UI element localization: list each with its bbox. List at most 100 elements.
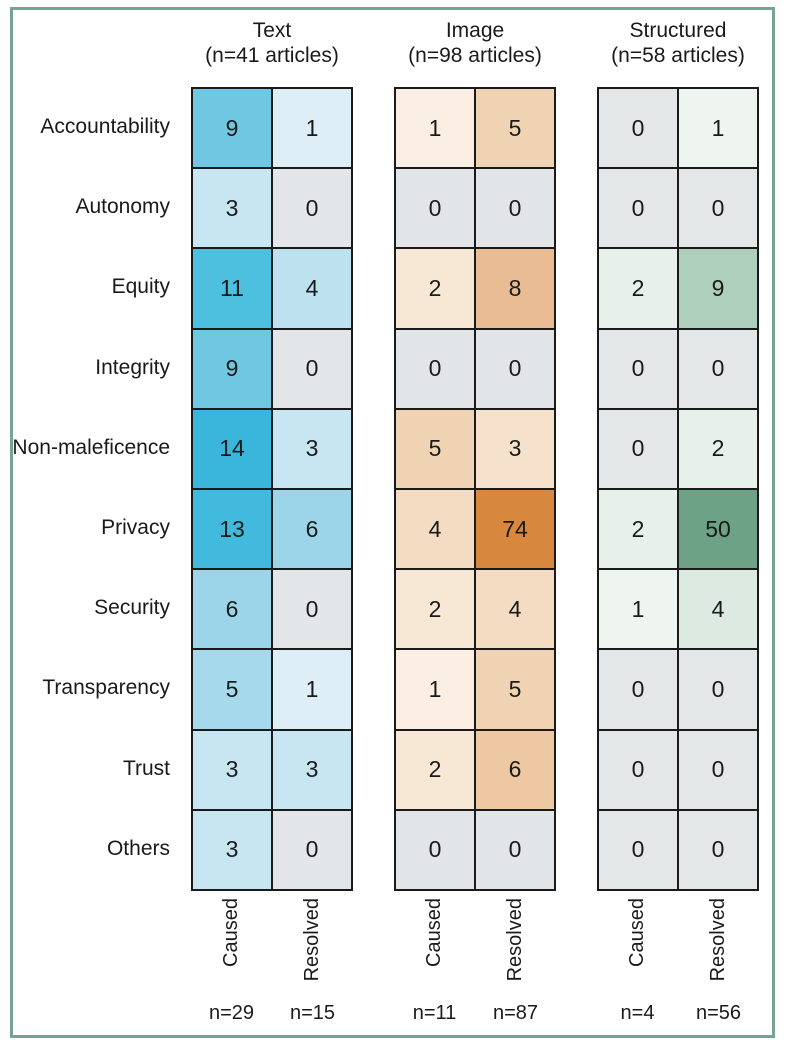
heatmap-cell: 1 xyxy=(395,649,475,730)
row-label: Autonomy xyxy=(75,195,170,219)
heatmap-cell: 5 xyxy=(192,649,272,730)
heatmap-cell: 4 xyxy=(272,248,352,329)
panel-title: Text xyxy=(252,19,292,42)
panel-subtitle: (n=58 articles) xyxy=(611,44,745,67)
column-label: Caused xyxy=(394,898,475,990)
heatmap-cell: 74 xyxy=(475,488,555,570)
row-label: Non-maleficence xyxy=(12,435,170,459)
panel-subtitle: (n=98 articles) xyxy=(408,44,542,67)
heatmap-panel-structured: 0 1 0 0 2 9 0 0 0 2 2 50 1 4 0 0 0 0 0 0 xyxy=(597,87,759,891)
heatmap-cell: 0 xyxy=(678,809,758,890)
heatmap-cell: 6 xyxy=(475,729,555,810)
heatmap-cell: 0 xyxy=(598,408,678,489)
column-total: n=15 xyxy=(289,1002,336,1024)
heatmap-cell: 1 xyxy=(598,569,678,650)
heatmap-cell: 0 xyxy=(598,328,678,409)
heatmap-cell: 0 xyxy=(272,168,352,249)
column-total: n=11 xyxy=(412,1002,457,1024)
row-labels-column: Accountability Autonomy Equity Integrity Non… xyxy=(0,87,181,889)
heatmap-cell: 0 xyxy=(678,168,758,249)
heatmap-cell: 2 xyxy=(395,729,475,810)
heatmap-cell: 0 xyxy=(395,328,475,409)
heatmap-cell: 1 xyxy=(678,88,758,169)
column-total: n=56 xyxy=(695,1002,742,1024)
panel-title: Image xyxy=(445,19,505,42)
row-label: Others xyxy=(106,836,170,860)
row-label: Integrity xyxy=(95,355,170,379)
heatmap-cell: 3 xyxy=(192,809,272,890)
heatmap-cell: 0 xyxy=(598,729,678,810)
heatmap-cell: 2 xyxy=(395,569,475,650)
column-label-text: Caused xyxy=(423,898,445,967)
heatmap-cell: 0 xyxy=(475,328,555,409)
heatmap-cell: 0 xyxy=(598,88,678,169)
column-label: Resolved xyxy=(678,898,759,990)
row-label: Privacy xyxy=(101,516,170,540)
panel-header: Text (n=41 articles) xyxy=(191,18,353,68)
heatmap-cell: 2 xyxy=(678,408,758,489)
heatmap-cell: 1 xyxy=(272,649,352,730)
row-label: Transparency xyxy=(42,676,170,700)
heatmap-cell: 14 xyxy=(192,408,272,489)
heatmap-panel-image: 1 5 0 0 2 8 0 0 5 3 4 74 2 4 1 5 2 6 0 0 xyxy=(394,87,556,891)
column-total: n=87 xyxy=(492,1002,539,1024)
column-label: Caused xyxy=(597,898,678,990)
heatmap-cell: 6 xyxy=(272,488,352,570)
heatmap-cell: 9 xyxy=(192,328,272,409)
heatmap-cell: 0 xyxy=(598,168,678,249)
heatmap-cell: 0 xyxy=(598,809,678,890)
column-label: Resolved xyxy=(475,898,556,990)
heatmap-cell: 0 xyxy=(395,168,475,249)
panel-title: Structured xyxy=(629,19,727,42)
heatmap-cell: 0 xyxy=(475,168,555,249)
heatmap-cell: 0 xyxy=(678,328,758,409)
heatmap-cell: 3 xyxy=(272,408,352,489)
heatmap-cell: 2 xyxy=(598,488,678,570)
heatmap-cell: 0 xyxy=(395,809,475,890)
heatmap-cell: 0 xyxy=(678,649,758,730)
heatmap-cell: 11 xyxy=(192,248,272,329)
heatmap-cell: 1 xyxy=(272,88,352,169)
heatmap-cell: 4 xyxy=(475,569,555,650)
heatmap-cell: 9 xyxy=(678,248,758,329)
heatmap-cell: 0 xyxy=(272,328,352,409)
panel-header: Image (n=98 articles) xyxy=(394,18,556,68)
heatmap-cell: 0 xyxy=(598,649,678,730)
heatmap-cell: 8 xyxy=(475,248,555,329)
heatmap-cell: 5 xyxy=(475,88,555,169)
column-label-text: Caused xyxy=(626,898,648,967)
row-label: Trust xyxy=(122,756,170,780)
column-label: Caused xyxy=(191,898,272,990)
heatmap-cell: 3 xyxy=(192,729,272,810)
column-label: Resolved xyxy=(272,898,353,990)
heatmap-cell: 0 xyxy=(272,569,352,650)
row-label: Accountability xyxy=(40,115,170,139)
heatmap-cell: 0 xyxy=(678,729,758,810)
heatmap-cell: 3 xyxy=(272,729,352,810)
panel-subtitle: (n=41 articles) xyxy=(205,44,339,67)
column-label-text: Resolved xyxy=(504,898,526,982)
heatmap-cell: 2 xyxy=(598,248,678,329)
heatmap-cell: 2 xyxy=(395,248,475,329)
heatmap-cell: 3 xyxy=(475,408,555,489)
panel-header: Structured (n=58 articles) xyxy=(597,18,759,68)
heatmap-cell: 5 xyxy=(395,408,475,489)
heatmap-cell: 0 xyxy=(475,809,555,890)
row-label: Equity xyxy=(111,275,170,299)
heatmap-cell: 1 xyxy=(395,88,475,169)
row-label: Security xyxy=(94,596,170,620)
heatmap-cell: 13 xyxy=(192,488,272,570)
heatmap-cell: 4 xyxy=(395,488,475,570)
column-total: n=29 xyxy=(208,1002,255,1024)
heatmap-cell: 3 xyxy=(192,168,272,249)
heatmap-cell: 9 xyxy=(192,88,272,169)
heatmap-panel-text: 9 1 3 0 11 4 9 0 14 3 13 6 6 0 5 1 3 3 3 0 xyxy=(191,87,353,891)
heatmap-cell: 4 xyxy=(678,569,758,650)
column-total: n=4 xyxy=(620,1002,655,1024)
column-label-text: Resolved xyxy=(707,898,729,982)
heatmap-cell: 5 xyxy=(475,649,555,730)
heatmap-cell: 6 xyxy=(192,569,272,650)
heatmap-cell: 0 xyxy=(272,809,352,890)
column-label-text: Resolved xyxy=(301,898,323,982)
heatmap-cell: 50 xyxy=(678,488,758,570)
